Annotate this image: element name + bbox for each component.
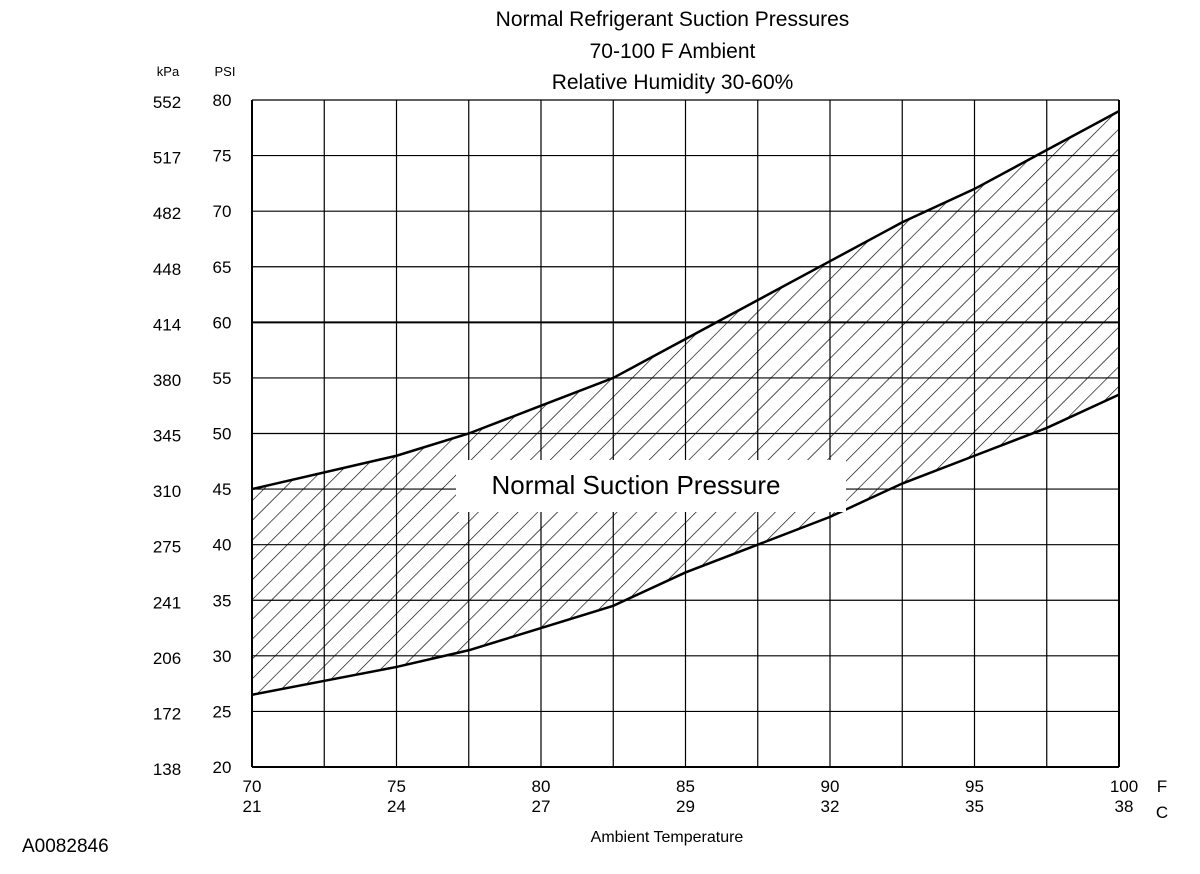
y-tick-label-kpa: 138 (153, 760, 181, 779)
y-tick-label-psi: 30 (213, 647, 232, 666)
y-tick-label-kpa: 448 (153, 260, 181, 279)
x-tick-label-f: 85 (676, 777, 695, 796)
y-tick-label-kpa: 345 (153, 427, 181, 446)
pressure-band: Normal Suction Pressure (251, 110, 1120, 696)
y-unit-kpa: kPa (157, 64, 180, 79)
y-tick-label-kpa: 310 (153, 482, 181, 501)
x-tick-label-c: 21 (243, 797, 262, 816)
pressure-band-area (252, 111, 1119, 695)
chart-labels: 80 552 75 517 70 482 65 448 60 414 55 380 50 345 45 310… (153, 64, 1168, 846)
lower-boundary-line (251, 393, 1120, 696)
y-tick-label-psi: 40 (213, 536, 232, 555)
upper-boundary-line (251, 110, 1120, 491)
y-tick-label-psi: 20 (213, 758, 232, 777)
x-tick-label-c: 29 (676, 797, 695, 816)
y-tick-label-psi: 50 (213, 425, 232, 444)
y-tick-label-kpa: 172 (153, 704, 181, 723)
y-tick-label-kpa: 517 (153, 149, 181, 168)
x-tick-label-c: 27 (532, 797, 551, 816)
y-tick-label-kpa: 206 (153, 649, 181, 668)
band-label-background (456, 460, 846, 512)
y-tick-label-psi: 65 (213, 258, 232, 277)
y-tick-label-kpa: 552 (153, 93, 181, 112)
chart-title-line-2: 70-100 F Ambient (589, 40, 756, 63)
x-tick-label-c: 35 (965, 797, 984, 816)
y-tick-label-kpa: 275 (153, 538, 181, 557)
y-tick-label-psi: 35 (213, 591, 232, 610)
x-tick-label-f: 95 (965, 777, 984, 796)
chart-title-line-1: Normal Refrigerant Suction Pressures (495, 8, 850, 31)
band-label: Normal Suction Pressure (492, 470, 781, 500)
x-tick-label-f: 80 (532, 777, 551, 796)
x-tick-label-f: 70 (243, 777, 262, 796)
y-tick-label-psi: 80 (213, 91, 232, 110)
x-tick-label-c: 38 (1115, 797, 1134, 816)
y-tick-label-kpa: 380 (153, 371, 181, 390)
y-tick-label-psi: 45 (213, 480, 232, 499)
x-unit-f: F (1157, 777, 1167, 796)
y-tick-label-kpa: 482 (153, 204, 181, 223)
chart-title-line-3: Relative Humidity 30-60% (551, 71, 794, 94)
x-tick-label-f: 75 (387, 777, 406, 796)
y-tick-label-psi: 55 (213, 369, 232, 388)
y-tick-label-psi: 75 (213, 147, 232, 166)
x-tick-label-f: 90 (821, 777, 840, 796)
y-unit-psi: PSI (215, 64, 236, 79)
y-tick-label-psi: 60 (213, 313, 232, 332)
figure-code: A0082846 (22, 836, 109, 857)
x-tick-label-f: 100 (1110, 777, 1138, 796)
x-tick-label-c: 24 (387, 797, 406, 816)
y-tick-label-kpa: 414 (153, 315, 181, 334)
y-tick-label-psi: 25 (213, 702, 232, 721)
x-unit-c: C (1156, 803, 1168, 822)
x-axis-label: Ambient Temperature (591, 829, 744, 846)
y-tick-label-kpa: 241 (153, 593, 181, 612)
x-tick-label-c: 32 (821, 797, 840, 816)
y-tick-label-psi: 70 (213, 202, 232, 221)
